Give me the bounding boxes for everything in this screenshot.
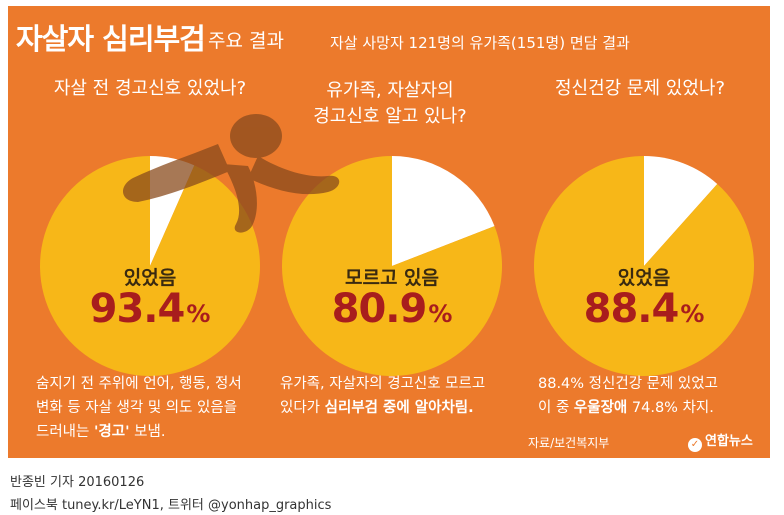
- question-3: 정신건강 문제 있었나?: [554, 78, 726, 99]
- question-2-line-2: 경고신호 알고 있나?: [313, 106, 467, 127]
- infographic-panel: 자살자 심리부검 주요 결과 자살 사망자 121명의 유가족(151명) 면담…: [8, 6, 770, 458]
- description-text: 보냄.: [129, 424, 166, 440]
- pie-2-slice-main: [282, 156, 503, 376]
- pie-2-value-unit: %: [428, 300, 453, 328]
- description-line: 88.4% 정신건강 문제 있었고: [538, 372, 718, 396]
- pie-2-slice-rest: [392, 156, 495, 266]
- question-2-line-1: 유가족, 자살자의: [326, 80, 454, 101]
- description-text: 74.8% 차지.: [627, 400, 714, 416]
- person-silhouette-icon: [122, 114, 340, 233]
- source-note: 자료/보건복지부: [528, 436, 610, 450]
- description-text: 88.4% 정신건강 문제 있었고: [538, 376, 718, 392]
- description-text: 이 중: [538, 400, 574, 416]
- description-line: 숨지기 전 주위에 언어, 행동, 정서: [36, 372, 242, 396]
- pie-1-value-unit: %: [186, 300, 211, 328]
- logo-text: 연합뉴스: [705, 434, 753, 449]
- title-main: 자살자 심리부검: [16, 22, 206, 56]
- pie-1-label: 있었음: [123, 267, 177, 289]
- pie-3-value-number: 88.4: [583, 286, 680, 332]
- yonhap-logo: ✓ 연합뉴스: [688, 430, 753, 452]
- pie-2-label: 모르고 있음: [344, 267, 439, 289]
- description-line: 유가족, 자살자의 경고신호 모르고: [280, 372, 485, 396]
- description-line: 이 중 우울장애 74.8% 차지.: [538, 396, 718, 420]
- description-text: 있다가: [280, 400, 325, 416]
- description-text: 심리부검 중에 알아차림.: [324, 400, 474, 416]
- pie-2-value-number: 80.9: [331, 286, 428, 332]
- title-sub: 주요 결과: [208, 30, 284, 52]
- description-text: '경고': [93, 424, 130, 440]
- description-text: 우울장애: [573, 400, 628, 416]
- pie-1-value: 93.4%: [50, 286, 250, 332]
- description-text: 유가족, 자살자의 경고신호 모르고: [280, 376, 486, 392]
- description-line: 있다가 심리부검 중에 알아차림.: [280, 396, 485, 420]
- description-text: 변화 등 자살 생각 및 의도 있음을: [36, 400, 238, 416]
- pie-3-slice-rest: [644, 156, 718, 266]
- pie-2-value: 80.9%: [292, 286, 492, 332]
- pie-1-value-number: 93.4: [89, 286, 186, 332]
- pie-charts: [40, 114, 754, 377]
- pie-3-value: 88.4%: [544, 286, 744, 332]
- description-text: 드러내는: [36, 424, 94, 440]
- pie-3-slice-main: [533, 156, 754, 376]
- footer-social: 페이스북 tuney.kr/LeYN1, 트위터 @yonhap_graphic…: [10, 498, 332, 513]
- pie-3-value-unit: %: [680, 300, 705, 328]
- description-line: 드러내는 '경고' 보냄.: [36, 420, 242, 444]
- question-2: 유가족, 자살자의 경고신호 알고 있나?: [270, 78, 510, 130]
- logo-mark-icon: ✓: [688, 438, 702, 452]
- question-1: 자살 전 경고신호 있었나?: [53, 78, 247, 99]
- pie-1-slice-main: [40, 156, 260, 377]
- footer-credit: 반종빈 기자 20160126: [10, 475, 145, 490]
- description-line: 변화 등 자살 생각 및 의도 있음을: [36, 396, 242, 420]
- pie-3-label: 있었음: [617, 267, 671, 289]
- description-text: 숨지기 전 주위에 언어, 행동, 정서: [36, 376, 242, 392]
- subtitle: 자살 사망자 121명의 유가족(151명) 면담 결과: [330, 34, 630, 52]
